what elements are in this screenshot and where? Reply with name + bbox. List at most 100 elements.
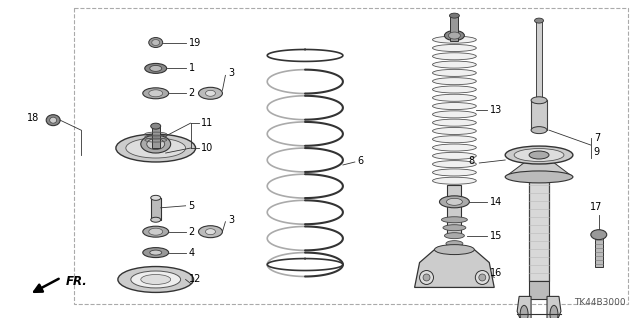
Ellipse shape xyxy=(505,171,573,183)
Ellipse shape xyxy=(50,117,57,123)
Ellipse shape xyxy=(529,151,549,159)
Polygon shape xyxy=(505,159,573,177)
Ellipse shape xyxy=(151,195,161,200)
Ellipse shape xyxy=(447,198,462,205)
Text: FR.: FR. xyxy=(66,275,88,288)
Bar xyxy=(152,126,160,148)
Ellipse shape xyxy=(433,94,476,101)
Ellipse shape xyxy=(433,127,476,135)
Ellipse shape xyxy=(433,177,476,184)
Ellipse shape xyxy=(433,152,476,160)
Text: 3: 3 xyxy=(228,68,234,78)
Ellipse shape xyxy=(433,36,476,43)
Ellipse shape xyxy=(433,78,476,85)
Ellipse shape xyxy=(145,63,166,73)
Ellipse shape xyxy=(205,90,216,96)
Ellipse shape xyxy=(143,88,169,99)
Ellipse shape xyxy=(433,86,476,93)
Ellipse shape xyxy=(476,271,489,285)
Ellipse shape xyxy=(420,271,433,285)
Text: 14: 14 xyxy=(490,197,502,207)
Ellipse shape xyxy=(520,305,528,319)
Text: 9: 9 xyxy=(594,147,600,157)
Ellipse shape xyxy=(116,134,196,162)
Ellipse shape xyxy=(550,305,558,319)
Bar xyxy=(529,177,549,281)
Ellipse shape xyxy=(514,149,564,161)
Ellipse shape xyxy=(591,230,607,240)
Polygon shape xyxy=(547,296,561,319)
Ellipse shape xyxy=(150,250,162,255)
Ellipse shape xyxy=(444,233,465,239)
Ellipse shape xyxy=(126,138,186,158)
Text: 5: 5 xyxy=(189,201,195,211)
Ellipse shape xyxy=(141,135,171,153)
Text: TK44B3000: TK44B3000 xyxy=(574,298,626,307)
Ellipse shape xyxy=(433,44,476,51)
Bar xyxy=(531,100,547,130)
Ellipse shape xyxy=(449,13,460,18)
Ellipse shape xyxy=(150,65,162,71)
Polygon shape xyxy=(415,249,494,287)
Text: 13: 13 xyxy=(490,105,502,115)
Ellipse shape xyxy=(449,32,460,39)
Text: 7: 7 xyxy=(594,133,600,143)
Ellipse shape xyxy=(433,161,476,168)
Ellipse shape xyxy=(505,146,573,164)
Text: 4: 4 xyxy=(189,248,195,258)
Ellipse shape xyxy=(531,97,547,104)
Bar xyxy=(451,16,458,41)
Ellipse shape xyxy=(46,115,60,126)
Bar xyxy=(536,21,542,100)
Bar xyxy=(529,281,549,300)
Ellipse shape xyxy=(433,119,476,126)
Ellipse shape xyxy=(143,226,169,237)
Bar xyxy=(595,235,603,267)
Ellipse shape xyxy=(479,274,486,281)
Text: 8: 8 xyxy=(468,156,474,166)
Text: 15: 15 xyxy=(490,231,502,241)
Ellipse shape xyxy=(443,225,466,231)
Ellipse shape xyxy=(433,61,476,68)
Text: 18: 18 xyxy=(27,113,39,123)
Ellipse shape xyxy=(534,18,543,23)
Ellipse shape xyxy=(141,274,171,285)
Polygon shape xyxy=(517,296,531,319)
Text: 16: 16 xyxy=(490,268,502,278)
Ellipse shape xyxy=(148,38,163,48)
Ellipse shape xyxy=(148,228,163,235)
Ellipse shape xyxy=(151,217,161,222)
Ellipse shape xyxy=(198,87,223,99)
Ellipse shape xyxy=(440,196,469,208)
Ellipse shape xyxy=(442,217,467,223)
Ellipse shape xyxy=(435,245,474,255)
Ellipse shape xyxy=(447,249,461,255)
Ellipse shape xyxy=(143,248,169,257)
Ellipse shape xyxy=(531,127,547,134)
Ellipse shape xyxy=(423,274,430,281)
Ellipse shape xyxy=(152,40,160,46)
Ellipse shape xyxy=(131,271,180,288)
Text: 2: 2 xyxy=(189,88,195,98)
Ellipse shape xyxy=(444,31,465,41)
Ellipse shape xyxy=(433,169,476,176)
Ellipse shape xyxy=(118,267,193,293)
Ellipse shape xyxy=(205,229,216,235)
Ellipse shape xyxy=(446,241,463,247)
Ellipse shape xyxy=(147,138,164,150)
Bar xyxy=(151,198,161,220)
Text: 19: 19 xyxy=(189,38,201,48)
Text: 3: 3 xyxy=(228,215,234,225)
Ellipse shape xyxy=(148,90,163,97)
Ellipse shape xyxy=(433,144,476,151)
Ellipse shape xyxy=(433,111,476,118)
Text: 12: 12 xyxy=(189,274,201,285)
Text: 2: 2 xyxy=(189,227,195,237)
Text: 11: 11 xyxy=(200,118,212,128)
Bar xyxy=(447,185,461,235)
Ellipse shape xyxy=(151,123,161,129)
Text: 1: 1 xyxy=(189,63,195,73)
Ellipse shape xyxy=(433,102,476,110)
Text: 10: 10 xyxy=(200,143,212,153)
Ellipse shape xyxy=(433,69,476,77)
